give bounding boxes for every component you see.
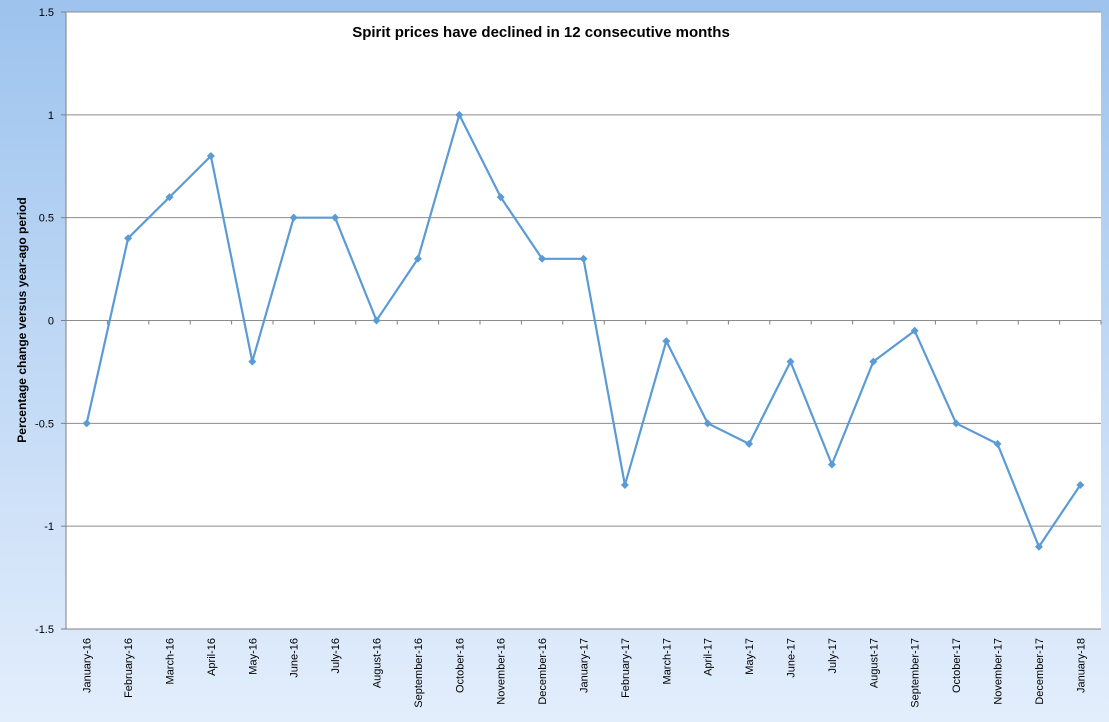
x-tick-label: April-17 [703, 638, 715, 676]
data-point [496, 193, 505, 202]
y-tick-label: 0 [48, 316, 54, 328]
x-tick-label: November-17 [993, 638, 1005, 705]
data-point [289, 213, 298, 222]
chart-title: Spirit prices have declined in 12 consec… [352, 24, 730, 41]
data-point [993, 439, 1002, 448]
axes [65, 12, 1101, 630]
x-tick-label: July-17 [827, 638, 839, 673]
x-tick-label: February-17 [620, 638, 632, 698]
data-point [869, 357, 878, 366]
x-tick-label: January-16 [82, 638, 94, 693]
data-point [827, 460, 836, 469]
x-tick-label: March-17 [661, 638, 673, 684]
data-point [248, 357, 257, 366]
data-point [1034, 542, 1043, 551]
y-tick-label: 1 [48, 110, 54, 122]
data-point [165, 193, 174, 202]
x-tick-label: March-16 [165, 638, 177, 684]
x-tick-labels: January-16 February-16 March-16 April-16 May… [82, 638, 1088, 708]
data-point [910, 326, 919, 335]
x-tick-label: June-16 [289, 638, 301, 678]
data-point [82, 419, 91, 428]
data-point [538, 254, 547, 263]
data-point [703, 419, 712, 428]
y-tick-label: -1.5 [35, 624, 54, 636]
data-point [745, 439, 754, 448]
x-tick-label: August-17 [868, 638, 880, 688]
gridlines [61, 11, 1102, 630]
data-point [331, 213, 340, 222]
x-tick-label: June-17 [786, 638, 798, 678]
y-tick-labels: -1.5 -1 -0.5 0 0.5 1 1.5 [35, 7, 54, 636]
data-point [124, 234, 133, 243]
x-tick-label: September-16 [413, 638, 425, 708]
x-tick-label: January-17 [579, 638, 591, 693]
x-tick-label: December-16 [537, 638, 549, 705]
x-tick-label: August-16 [372, 638, 384, 688]
x-tick-label: April-16 [206, 638, 218, 676]
x-tick-label: July-16 [330, 638, 342, 673]
data-point [579, 254, 588, 263]
x-tick-label: February-16 [123, 638, 135, 698]
data-point [1076, 481, 1085, 490]
y-tick-label: -1 [44, 521, 54, 533]
x-tick-label: January-18 [1075, 638, 1087, 693]
data-point [372, 316, 381, 325]
data-point [620, 481, 629, 490]
y-tick-label: 0.5 [39, 213, 54, 225]
data-point [413, 254, 422, 263]
data-point [786, 357, 795, 366]
x-tick-label: May-17 [744, 638, 756, 675]
y-tick-label: 1.5 [39, 7, 54, 19]
series-markers [82, 110, 1085, 551]
data-point [662, 337, 671, 346]
x-tick-label: October-17 [951, 638, 963, 693]
x-tick-label: September-17 [910, 638, 922, 708]
y-tick-label: -0.5 [35, 418, 54, 430]
x-tick-label: October-16 [454, 638, 466, 693]
x-tick-label: December-17 [1034, 638, 1046, 705]
x-tick-label: November-16 [496, 638, 508, 705]
data-point [206, 151, 215, 160]
data-point [455, 110, 464, 119]
x-tick-label: May-16 [247, 638, 259, 675]
data-point [952, 419, 961, 428]
y-axis-title: Percentage change versus year-ago period [15, 197, 29, 442]
